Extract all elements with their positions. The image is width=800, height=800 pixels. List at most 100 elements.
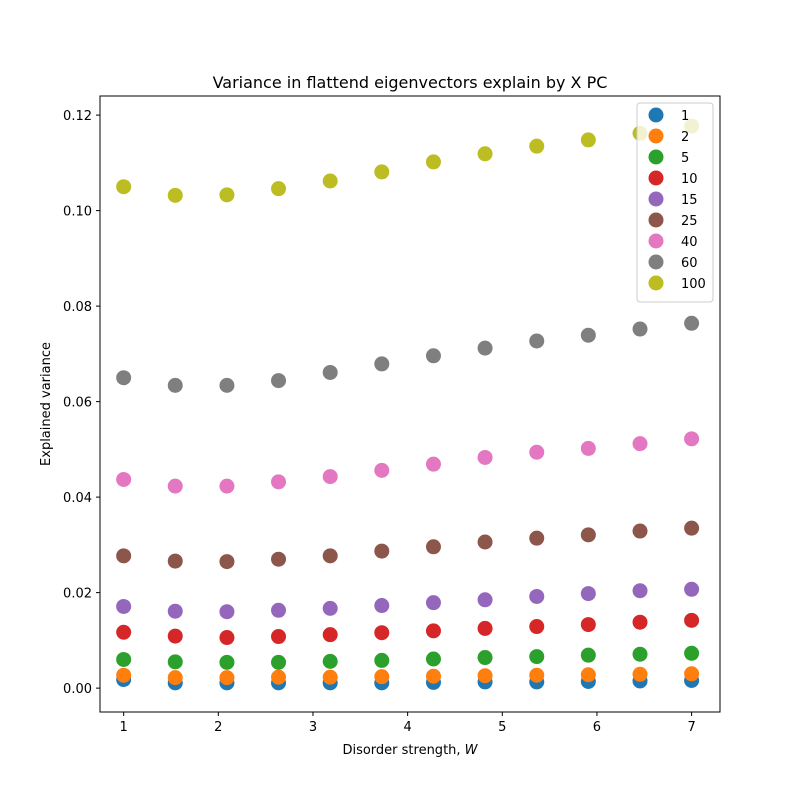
data-point-series-15 — [374, 598, 390, 614]
data-point-series-100 — [167, 187, 183, 203]
data-point-series-25 — [116, 548, 132, 564]
data-point-series-10 — [477, 620, 493, 636]
y-tick-label: 0.08 — [63, 300, 92, 315]
data-point-series-5 — [322, 653, 338, 669]
legend-marker-5 — [648, 149, 664, 165]
data-point-series-40 — [219, 478, 235, 494]
data-point-series-10 — [529, 619, 545, 635]
data-point-series-10 — [116, 624, 132, 640]
data-point-series-25 — [580, 527, 596, 543]
data-point-series-100 — [529, 138, 545, 154]
data-point-series-10 — [580, 617, 596, 633]
data-point-series-100 — [425, 154, 441, 170]
data-point-series-25 — [425, 539, 441, 555]
data-point-series-2 — [374, 669, 390, 685]
legend-marker-10 — [648, 170, 664, 186]
data-point-series-100 — [271, 181, 287, 197]
data-point-series-60 — [116, 370, 132, 386]
chart-title: Variance in flattend eigenvectors explai… — [213, 73, 608, 92]
y-tick-label: 0.00 — [63, 682, 92, 697]
data-point-series-60 — [167, 377, 183, 393]
x-tick-label: 6 — [593, 720, 601, 735]
x-tick-label: 5 — [498, 720, 506, 735]
data-point-series-5 — [529, 649, 545, 665]
data-point-series-5 — [116, 651, 132, 667]
data-point-series-60 — [219, 377, 235, 393]
points-layer — [116, 118, 700, 691]
data-point-series-10 — [322, 627, 338, 643]
data-point-series-100 — [116, 179, 132, 195]
data-point-series-25 — [477, 534, 493, 550]
legend-label-5: 5 — [681, 151, 689, 166]
data-point-series-25 — [632, 523, 648, 539]
data-point-series-15 — [116, 598, 132, 614]
y-tick-label: 0.02 — [63, 587, 92, 602]
legend-marker-60 — [648, 254, 664, 270]
legend-marker-1 — [648, 107, 664, 123]
data-point-series-5 — [219, 654, 235, 670]
y-tick-label: 0.04 — [63, 491, 92, 506]
plot-frame — [99, 95, 721, 713]
data-point-series-60 — [580, 327, 596, 343]
data-point-series-2 — [219, 670, 235, 686]
data-point-series-15 — [477, 592, 493, 608]
data-point-series-2 — [271, 669, 287, 685]
data-point-series-40 — [529, 444, 545, 460]
data-point-series-15 — [322, 600, 338, 616]
data-point-series-40 — [116, 471, 132, 487]
data-point-series-40 — [167, 478, 183, 494]
legend-marker-2 — [648, 128, 664, 144]
data-point-series-2 — [477, 668, 493, 684]
legend-label-60: 60 — [681, 256, 698, 271]
data-point-series-15 — [632, 583, 648, 599]
x-tick-label: 2 — [214, 720, 222, 735]
data-point-series-2 — [425, 668, 441, 684]
data-point-series-10 — [632, 614, 648, 630]
data-point-series-2 — [632, 666, 648, 682]
data-point-series-2 — [322, 669, 338, 685]
legend-label-2: 2 — [681, 130, 689, 145]
data-point-series-10 — [425, 623, 441, 639]
data-point-series-40 — [632, 436, 648, 452]
data-point-series-5 — [477, 650, 493, 666]
data-point-series-25 — [219, 554, 235, 570]
x-tick-label: 3 — [309, 720, 317, 735]
data-point-series-25 — [529, 530, 545, 546]
legend-label-10: 10 — [681, 172, 698, 187]
data-point-series-15 — [425, 595, 441, 611]
data-point-series-60 — [374, 356, 390, 372]
data-point-series-10 — [167, 628, 183, 644]
data-point-series-25 — [322, 548, 338, 564]
legend-label-100: 100 — [681, 277, 706, 292]
data-point-series-2 — [684, 666, 700, 682]
legend-label-1: 1 — [681, 109, 689, 124]
data-point-series-5 — [684, 645, 700, 661]
data-point-series-100 — [477, 146, 493, 162]
data-point-series-15 — [271, 602, 287, 618]
data-point-series-25 — [374, 543, 390, 559]
data-point-series-40 — [271, 474, 287, 490]
data-point-series-5 — [271, 654, 287, 670]
data-point-series-100 — [580, 132, 596, 148]
data-point-series-2 — [116, 667, 132, 683]
data-point-series-100 — [322, 173, 338, 189]
data-point-series-40 — [425, 456, 441, 472]
data-point-series-2 — [580, 667, 596, 683]
data-point-series-40 — [580, 440, 596, 456]
y-tick-label: 0.10 — [63, 205, 92, 220]
data-point-series-40 — [374, 462, 390, 478]
data-point-series-10 — [219, 630, 235, 646]
x-axis: 1 2 3 4 5 6 7 — [120, 712, 696, 735]
data-point-series-5 — [425, 651, 441, 667]
data-point-series-40 — [322, 469, 338, 485]
data-point-series-60 — [425, 348, 441, 364]
legend-marker-25 — [648, 212, 664, 228]
data-point-series-25 — [271, 551, 287, 567]
data-point-series-10 — [271, 629, 287, 645]
x-tick-label: 1 — [120, 720, 128, 735]
data-point-series-10 — [684, 612, 700, 628]
data-point-series-60 — [632, 321, 648, 337]
x-tick-label: 4 — [403, 720, 411, 735]
